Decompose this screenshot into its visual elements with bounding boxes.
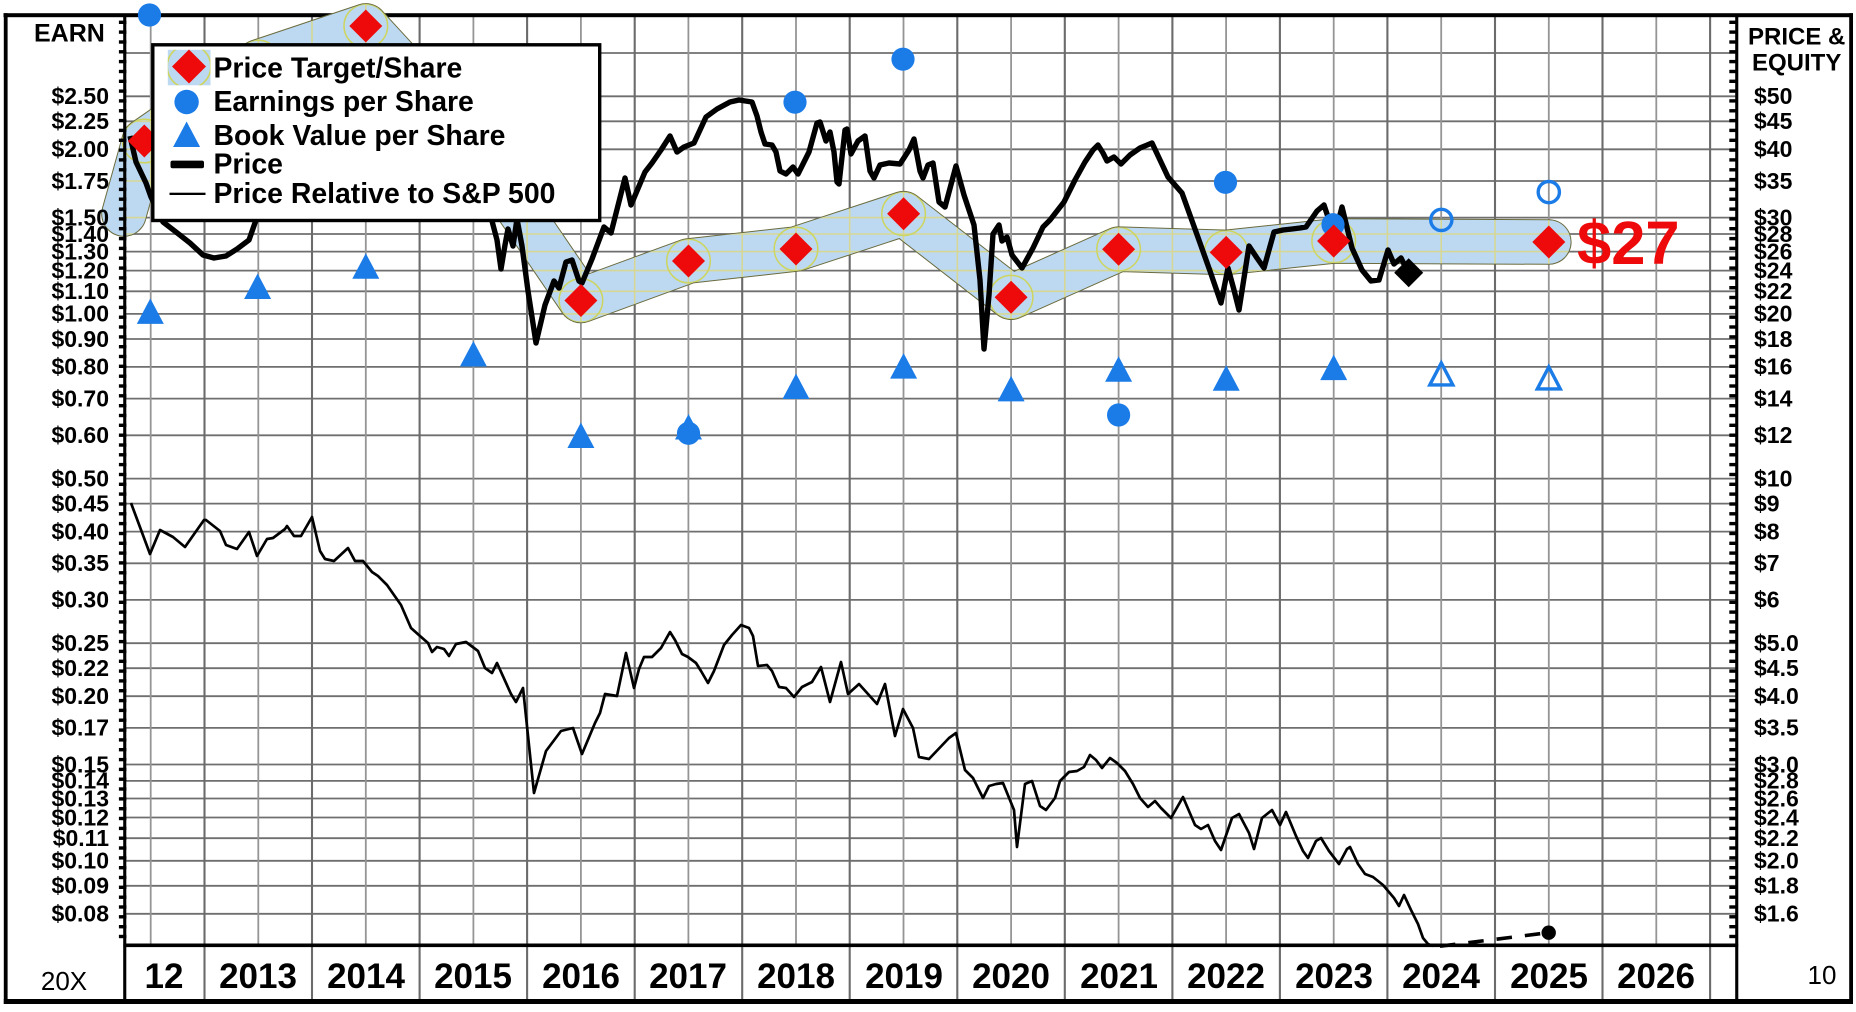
svg-text:$8: $8 <box>1754 518 1780 544</box>
svg-text:$24: $24 <box>1754 257 1793 283</box>
svg-text:$1.10: $1.10 <box>51 278 109 304</box>
svg-text:$14: $14 <box>1754 385 1793 411</box>
svg-text:$1.6: $1.6 <box>1754 901 1799 927</box>
svg-text:$3.5: $3.5 <box>1754 715 1799 741</box>
svg-text:$40: $40 <box>1754 136 1792 162</box>
svg-text:$0.35: $0.35 <box>51 550 109 576</box>
svg-text:2023: 2023 <box>1295 957 1373 996</box>
svg-text:$1.40: $1.40 <box>51 221 109 247</box>
svg-text:2020: 2020 <box>972 957 1050 996</box>
svg-text:$2.25: $2.25 <box>51 108 109 134</box>
svg-text:2018: 2018 <box>757 957 835 996</box>
svg-text:$2.4: $2.4 <box>1754 804 1799 830</box>
svg-text:$0.08: $0.08 <box>51 901 109 927</box>
svg-text:Earnings per Share: Earnings per Share <box>214 86 474 118</box>
svg-text:$2.6: $2.6 <box>1754 785 1799 811</box>
svg-text:$30: $30 <box>1754 204 1792 230</box>
svg-text:$16: $16 <box>1754 354 1792 380</box>
svg-text:$1.8: $1.8 <box>1754 873 1799 899</box>
svg-text:Price Relative to S&P 500: Price Relative to S&P 500 <box>214 178 556 210</box>
svg-text:$7: $7 <box>1754 550 1780 576</box>
svg-text:$0.17: $0.17 <box>51 715 109 741</box>
svg-text:$1.00: $1.00 <box>51 301 109 327</box>
svg-text:$0.15: $0.15 <box>51 751 109 777</box>
svg-text:$1.20: $1.20 <box>51 257 109 283</box>
svg-text:$0.22: $0.22 <box>51 655 109 681</box>
svg-text:$0.14: $0.14 <box>51 768 109 794</box>
svg-text:$45: $45 <box>1754 108 1793 134</box>
svg-text:$4.0: $4.0 <box>1754 683 1799 709</box>
svg-text:$2.8: $2.8 <box>1754 768 1799 794</box>
svg-text:2022: 2022 <box>1187 957 1265 996</box>
svg-text:2015: 2015 <box>434 957 512 996</box>
svg-text:$5.0: $5.0 <box>1754 630 1799 656</box>
svg-text:$50: $50 <box>1754 83 1792 109</box>
svg-text:2025: 2025 <box>1510 957 1588 996</box>
svg-text:$2.2: $2.2 <box>1754 825 1799 851</box>
svg-text:$18: $18 <box>1754 326 1793 352</box>
svg-text:$20: $20 <box>1754 301 1792 327</box>
svg-text:2014: 2014 <box>327 957 405 996</box>
svg-text:Price: Price <box>214 148 283 180</box>
svg-text:$2.50: $2.50 <box>51 83 109 109</box>
svg-text:$26: $26 <box>1754 238 1792 264</box>
svg-text:$0.60: $0.60 <box>51 422 109 448</box>
svg-text:$0.10: $0.10 <box>51 848 109 874</box>
svg-text:$0.11: $0.11 <box>53 825 109 851</box>
svg-text:$28: $28 <box>1754 221 1793 247</box>
svg-text:$0.20: $0.20 <box>51 683 109 709</box>
svg-text:$0.25: $0.25 <box>51 630 109 656</box>
svg-text:PRICE &: PRICE & <box>1748 24 1845 51</box>
svg-text:$3.0: $3.0 <box>1754 751 1799 777</box>
svg-text:$2.0: $2.0 <box>1754 848 1799 874</box>
svg-text:2026: 2026 <box>1617 957 1695 996</box>
svg-text:12: 12 <box>145 957 184 996</box>
svg-text:$0.90: $0.90 <box>51 326 109 352</box>
svg-text:$0.45: $0.45 <box>51 490 109 516</box>
svg-text:Book Value per Share: Book Value per Share <box>214 120 506 152</box>
svg-text:$0.40: $0.40 <box>51 518 109 544</box>
svg-text:$35: $35 <box>1754 168 1793 194</box>
svg-text:$0.30: $0.30 <box>51 587 109 613</box>
svg-text:2019: 2019 <box>865 957 943 996</box>
svg-text:2017: 2017 <box>649 957 727 996</box>
svg-text:$6: $6 <box>1754 587 1780 613</box>
svg-text:$4.5: $4.5 <box>1754 655 1799 681</box>
svg-text:$0.12: $0.12 <box>51 804 109 830</box>
svg-text:$0.70: $0.70 <box>51 385 109 411</box>
svg-text:20X: 20X <box>41 966 87 996</box>
svg-text:EARN: EARN <box>34 20 105 48</box>
svg-text:Price Target/Share: Price Target/Share <box>214 53 463 85</box>
svg-text:$0.50: $0.50 <box>51 465 109 491</box>
svg-text:$1.30: $1.30 <box>51 238 109 264</box>
svg-text:2013: 2013 <box>219 957 297 996</box>
svg-text:$2.00: $2.00 <box>51 136 109 162</box>
svg-text:$0.13: $0.13 <box>51 785 109 811</box>
svg-text:$0.09: $0.09 <box>51 873 109 899</box>
svg-text:2016: 2016 <box>542 957 620 996</box>
svg-text:$22: $22 <box>1754 278 1792 304</box>
svg-text:$27: $27 <box>1577 209 1680 278</box>
svg-text:2021: 2021 <box>1080 957 1158 996</box>
svg-text:$1.75: $1.75 <box>51 168 109 194</box>
svg-text:EQUITY: EQUITY <box>1752 50 1841 77</box>
svg-text:$1.50: $1.50 <box>51 204 109 230</box>
svg-text:$9: $9 <box>1754 490 1780 516</box>
svg-text:$0.80: $0.80 <box>51 354 109 380</box>
svg-text:$10: $10 <box>1754 465 1792 491</box>
svg-text:2024: 2024 <box>1402 957 1480 996</box>
svg-text:$12: $12 <box>1754 422 1792 448</box>
svg-text:10: 10 <box>1808 960 1837 990</box>
